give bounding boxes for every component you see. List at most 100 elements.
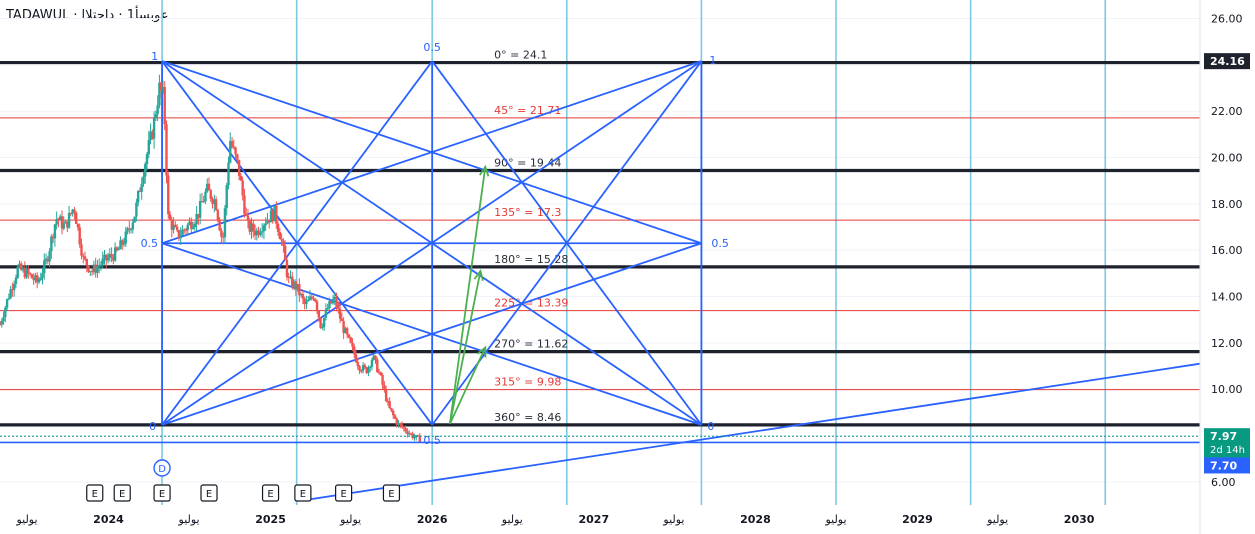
candle-body <box>158 82 161 106</box>
y-tick-label: 14.00 <box>1211 291 1243 304</box>
candle-body <box>326 308 329 310</box>
candle-body <box>340 318 344 322</box>
candle-body <box>124 231 127 244</box>
candle-body <box>305 301 308 305</box>
candle-body <box>393 415 397 419</box>
candle-body <box>168 214 172 220</box>
x-tick-label: 2030 <box>1064 513 1095 526</box>
candle-body <box>161 86 165 91</box>
candle-body <box>4 307 7 318</box>
candle-body <box>223 208 227 238</box>
candle-body <box>142 176 145 185</box>
candle-body <box>209 190 212 199</box>
candle-body <box>74 212 78 224</box>
candle-body <box>7 298 11 300</box>
candle-body <box>103 254 106 259</box>
candle-body <box>147 140 150 155</box>
candle-body <box>379 372 383 375</box>
candle-body <box>299 294 303 296</box>
candle-body <box>216 210 220 220</box>
candle-body <box>51 236 55 239</box>
trend-line[interactable] <box>0 362 1201 502</box>
price-level-label: 315° = 9.98 <box>494 376 561 389</box>
gann-line <box>161 60 702 245</box>
earnings-marker <box>200 484 218 502</box>
candle-body <box>174 224 177 227</box>
candle-body <box>386 401 390 403</box>
gann-line <box>431 60 703 426</box>
x-axis[interactable]: يوليو 2024 يوليو 2025 يوليو 2026 يوليو 2027 يولي… <box>15 513 1094 526</box>
y-tick-label: 6.00 <box>1211 476 1236 489</box>
candle-body <box>145 154 149 165</box>
candle-body <box>368 366 372 368</box>
gann-label: 1 <box>709 54 716 67</box>
candle-body <box>229 141 232 163</box>
gann-line <box>161 60 433 426</box>
candle-body <box>248 220 251 232</box>
gann-label: 0.5 <box>711 237 729 250</box>
candle-body <box>129 229 133 231</box>
candle-body <box>64 221 67 224</box>
candle-body <box>16 266 19 278</box>
candle-body <box>172 224 175 230</box>
price-tag <box>1204 457 1250 474</box>
candle-body <box>324 309 328 318</box>
candle-body <box>259 232 262 235</box>
candle-body <box>243 195 246 214</box>
dividend-marker-label: D <box>158 464 166 475</box>
x-tick-label: يوليو <box>662 513 684 526</box>
gann-label: 0.5 <box>423 41 441 54</box>
candle-body <box>285 259 289 277</box>
candle-body <box>383 384 386 390</box>
candle-body <box>105 254 108 261</box>
candle-body <box>89 271 92 273</box>
candle-body <box>344 328 347 334</box>
candle-body <box>335 297 338 308</box>
candle-body <box>119 240 122 250</box>
gann-box[interactable]: 1 0.5 0 0.5 1 0.5 0 0.5 <box>141 41 729 447</box>
candle-body <box>218 219 221 231</box>
candle-body <box>314 299 317 302</box>
candle-body <box>71 209 74 214</box>
candle-body <box>136 190 140 203</box>
candle-body <box>96 266 99 273</box>
event-markers[interactable]: D E E E E E E E E <box>86 459 401 502</box>
x-tick-label: يوليو <box>501 513 523 526</box>
fan-lines[interactable] <box>448 164 490 425</box>
chart-title: TADAWUL · عوبسأ1 · داحتلاا <box>6 8 169 23</box>
candle-body <box>310 296 313 298</box>
candle-body <box>354 354 358 363</box>
candle-body <box>175 226 179 231</box>
candle-body <box>108 254 112 258</box>
candle-body <box>82 255 85 257</box>
candle-body <box>170 219 174 230</box>
current-price-tag-countdown: 2d 14h <box>1210 445 1245 456</box>
candle-body <box>317 310 321 318</box>
candle-body <box>395 418 398 425</box>
candle-body <box>236 154 239 160</box>
x-tick-label: يوليو <box>824 513 846 526</box>
candle-body <box>46 258 50 262</box>
candle-body <box>188 221 191 225</box>
candle-body <box>347 334 351 338</box>
candle-body <box>55 218 58 225</box>
fan-arrowhead <box>473 269 484 281</box>
candle-body <box>282 240 285 246</box>
candle-body <box>361 365 365 371</box>
price-level-label: 270° = 11.62 <box>494 338 568 351</box>
candle-body <box>59 216 62 221</box>
earnings-marker <box>86 484 104 502</box>
candle-body <box>397 423 400 425</box>
candle-body <box>117 249 120 251</box>
candle-body <box>90 271 94 273</box>
candle-body <box>167 175 170 215</box>
candle-body <box>97 265 101 267</box>
candle-body <box>276 223 280 232</box>
candle-body <box>32 278 35 281</box>
candle-body <box>14 277 18 284</box>
candle-body <box>372 355 375 360</box>
candle-body <box>351 342 354 347</box>
symbol-label[interactable]: TADAWUL <box>6 8 70 23</box>
